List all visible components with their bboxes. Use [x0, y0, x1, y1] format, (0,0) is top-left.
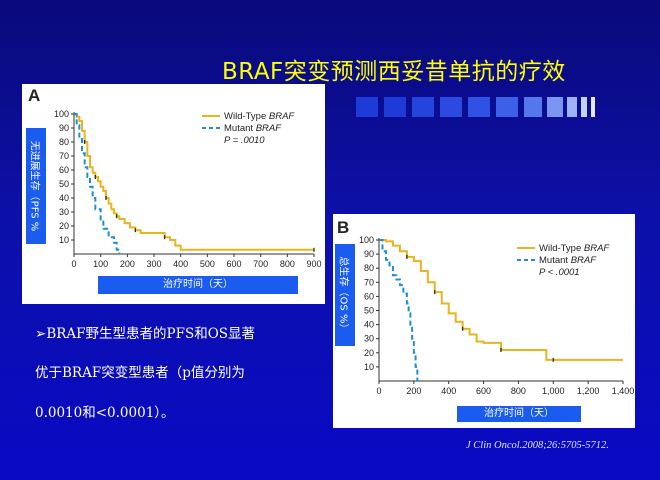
y-tick-label: 100 — [54, 109, 69, 119]
y-tick-label: 70 — [364, 277, 374, 287]
y-tick-label: 30 — [59, 207, 69, 217]
x-tick-label: 400 — [173, 259, 188, 269]
x-tick-label: 200 — [120, 259, 135, 269]
chart-panel-b: B 总生存（OS %） 治疗时间（天） 10 20 30 40 50 60 70 80 90 10… — [333, 214, 635, 428]
panel-label-a: A — [28, 86, 41, 105]
y-tick-label: 60 — [59, 165, 69, 175]
x-tick-label: 400 — [441, 386, 456, 396]
y-tick-label: 20 — [59, 221, 69, 231]
x-axis-label-a: 治疗时间（天） — [163, 279, 233, 290]
legend-entry-mutant: Mutant BRAF — [224, 123, 282, 134]
legend-entry-mutant: Mutant BRAF — [539, 255, 597, 266]
bullet-line-2: 优于BRAF突变型患者（p值分别为 — [35, 361, 245, 381]
y-tick-label: 80 — [364, 263, 374, 273]
panel-label-b: B — [337, 218, 350, 237]
x-tick-label: 0 — [71, 259, 76, 269]
bullet-line-3: 0.0010和<0.0001）。 — [35, 401, 175, 421]
bullet-line-1: ➢BRAF野生型患者的PFS和OS显著 — [35, 322, 255, 342]
x-tick-label: 100 — [93, 259, 108, 269]
slide-title: BRAF突变预测西妥昔单抗的疗效 — [222, 59, 566, 85]
x-tick-label: 1,400 — [612, 386, 635, 396]
citation: J Clin Oncol.2008;26:5705-5712. — [466, 440, 609, 451]
decorative-squares — [356, 97, 606, 119]
x-axis-label-bar-b: 治疗时间（天） — [457, 406, 581, 422]
y-tick-label: 100 — [359, 235, 374, 245]
x-tick-label: 300 — [146, 259, 161, 269]
y-tick-label: 40 — [364, 320, 374, 330]
p-value-a: P = .0010 — [224, 135, 265, 146]
bullet-text-3: 0.0010和<0.0001）。 — [35, 405, 175, 421]
bullet-text-2: 优于BRAF突变型患者（p值分别为 — [35, 365, 245, 381]
km-curve-mutant-a — [74, 113, 121, 254]
y-tick-label: 60 — [364, 291, 374, 301]
y-tick-label: 30 — [364, 334, 374, 344]
y-tick-label: 10 — [364, 362, 374, 372]
y-tick-label: 20 — [364, 348, 374, 358]
bullet-text-1: BRAF野生型患者的PFS和OS显著 — [46, 326, 256, 342]
x-axis-label-bar-a: 治疗时间（天） — [98, 276, 298, 294]
y-tick-label: 50 — [364, 306, 374, 316]
km-chart-b: 10 20 30 40 50 60 70 80 90 100 0 200 400 600 800 1,000 1… — [359, 235, 635, 396]
x-tick-label: 800 — [511, 386, 526, 396]
x-tick-label: 900 — [306, 259, 321, 269]
x-tick-label: 700 — [253, 259, 268, 269]
p-value-b: P < .0001 — [539, 267, 580, 278]
x-tick-label: 0 — [376, 386, 381, 396]
km-curve-wild-type-a — [74, 113, 314, 251]
x-tick-label: 200 — [406, 386, 421, 396]
x-axis-label-b: 治疗时间（天） — [484, 408, 554, 419]
x-tick-label: 1,000 — [542, 386, 565, 396]
x-tick-label: 600 — [476, 386, 491, 396]
y-axis-label-bar-b: 总生存（OS %） — [335, 244, 355, 346]
y-tick-label: 80 — [59, 137, 69, 147]
x-tick-label: 800 — [280, 259, 295, 269]
chart-panel-a: A 无进展生存（PFS % 治疗时间（天） 10 20 30 40 50 60 70 80 90… — [22, 84, 325, 304]
y-tick-label: 70 — [59, 151, 69, 161]
y-tick-label: 50 — [59, 179, 69, 189]
km-curve-wild-type-b — [379, 239, 623, 361]
bullet-marker: ➢ — [35, 326, 47, 342]
y-axis-label-bar-a: 无进展生存（PFS % — [26, 128, 46, 244]
y-tick-label: 40 — [59, 193, 69, 203]
x-tick-label: 600 — [226, 259, 241, 269]
x-tick-label: 500 — [200, 259, 215, 269]
km-curve-mutant-b — [379, 239, 419, 381]
y-tick-label: 90 — [364, 249, 374, 259]
legend-entry-wild-type: Wild-Type BRAF — [539, 243, 610, 254]
x-tick-label: 1,200 — [577, 386, 600, 396]
legend-entry-wild-type: Wild-Type BRAF — [224, 111, 295, 122]
y-tick-label: 90 — [59, 123, 69, 133]
km-chart-a: 10 20 30 40 50 60 70 80 90 100 0 100 200 300 400 500 600… — [54, 109, 322, 269]
y-tick-label: 10 — [59, 235, 69, 245]
